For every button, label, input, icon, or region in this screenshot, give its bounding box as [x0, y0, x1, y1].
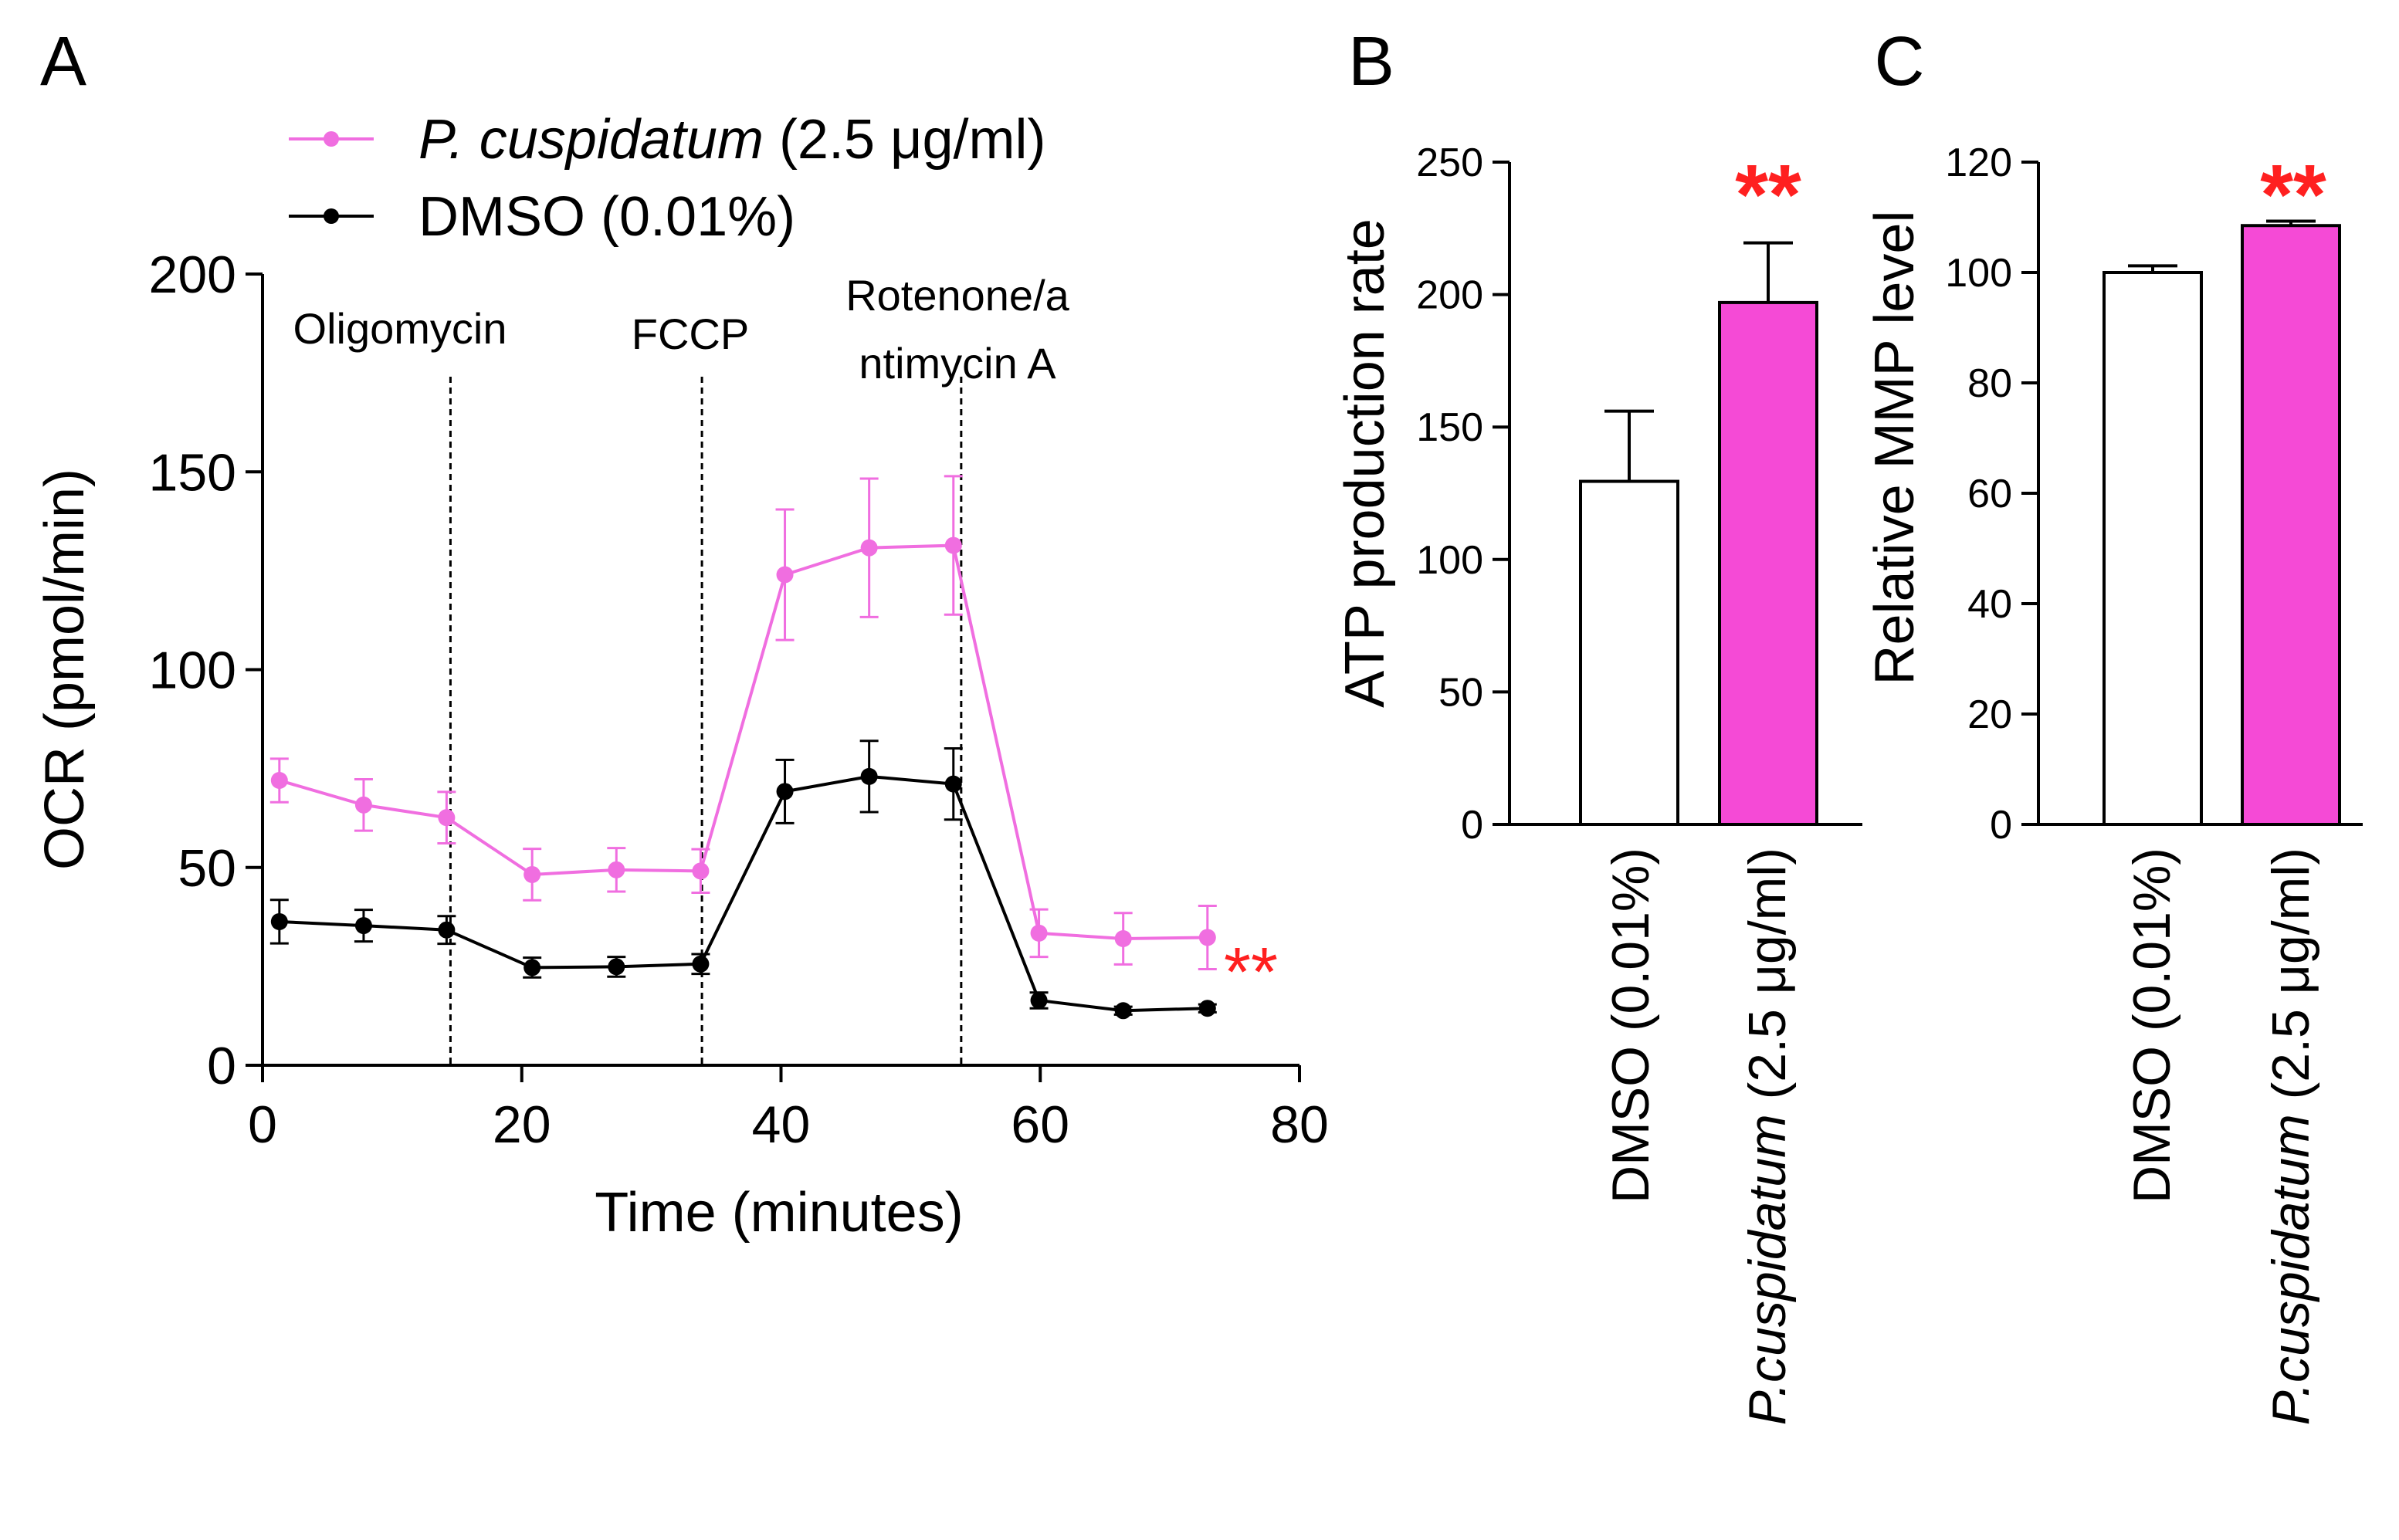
- rotenone-label-line2: ntimycin A: [859, 339, 1056, 388]
- category-label-pc-c: P.cuspidatum (2.5 μg/ml): [2262, 848, 2320, 1425]
- y-axis-title-c: Relative MMP level: [1864, 211, 1926, 685]
- panel-c-bar-chart: 0 20 40 60 80 100 120 ** Relative MMP level DM…: [1864, 140, 2363, 1425]
- data-point-dmso: [608, 958, 625, 976]
- y-tick-label-a: 150: [149, 443, 236, 502]
- data-point-dmso: [524, 959, 541, 976]
- data-point-pc: [438, 809, 456, 827]
- bar-pc: [1718, 300, 1818, 826]
- x-tick-label-a: 20: [493, 1095, 551, 1154]
- panel-label-a: A: [40, 23, 86, 100]
- y-tick-label: 0: [1990, 803, 2012, 848]
- y-tick-label: 200: [1416, 273, 1483, 318]
- bar-dmso: [2103, 271, 2203, 826]
- data-point-pc: [1114, 930, 1132, 947]
- bars-c: [2103, 219, 2341, 827]
- bar-pc: [2241, 224, 2341, 827]
- significance-stars-b: **: [1735, 147, 1801, 242]
- y-ticks-b: 0 50 100 150 200 250: [1416, 140, 1510, 848]
- data-point-dmso: [1030, 991, 1048, 1009]
- panel-b-bar-chart: 0 50 100 150 200 250 ** ATP production rate D…: [1334, 140, 1862, 1425]
- data-point-pc: [1198, 929, 1216, 946]
- data-point-pc: [608, 861, 625, 878]
- y-axis-title-a: OCR (pmol/min): [34, 469, 96, 870]
- significance-stars-c: **: [2260, 147, 2326, 242]
- data-point-pc: [270, 772, 288, 789]
- x-tick-label-a: 80: [1270, 1095, 1329, 1154]
- legend: P. cuspidatum (2.5 μg/ml) DMSO (0.01%): [289, 109, 1046, 248]
- data-point-dmso: [692, 955, 710, 973]
- x-tick-label-a: 60: [1011, 1095, 1069, 1154]
- data-point-dmso: [438, 921, 456, 939]
- y-tick-label: 50: [1438, 670, 1483, 715]
- fccp-label: FCCP: [632, 310, 749, 358]
- legend-label-dmso: DMSO (0.01%): [418, 186, 795, 248]
- series-line-dmso: [279, 774, 1208, 1013]
- y-tick-label: 20: [1967, 692, 2012, 737]
- data-point-pc: [776, 566, 794, 584]
- data-point-dmso: [776, 783, 794, 800]
- series-dmso: [269, 740, 1217, 1020]
- x-ticks-a: 0 20 40 60 80: [248, 1065, 1329, 1154]
- y-tick-label-a: 100: [149, 641, 236, 700]
- data-point-pc: [1030, 924, 1048, 942]
- y-ticks-a: 0 50 100 150 200: [149, 245, 263, 1095]
- oligomycin-label: Oligomycin: [293, 304, 507, 353]
- category-label-dmso-c: DMSO (0.01%): [2123, 848, 2181, 1203]
- data-point-dmso: [944, 775, 962, 793]
- y-tick-label: 80: [1967, 361, 2012, 406]
- x-tick-label-a: 0: [248, 1095, 277, 1154]
- panel-label-b: B: [1348, 23, 1394, 100]
- y-tick-label: 40: [1967, 582, 2012, 627]
- series-line-pc: [279, 543, 1208, 941]
- bar-dmso: [1579, 479, 1679, 827]
- legend-marker-dmso: [324, 208, 339, 224]
- series-pc: [269, 475, 1217, 970]
- data-point-dmso: [1114, 1002, 1132, 1020]
- y-tick-label: 120: [1945, 140, 2012, 185]
- y-tick-label-a: 50: [178, 839, 236, 898]
- x-tick-label-a: 40: [752, 1095, 811, 1154]
- data-point-dmso: [354, 917, 372, 935]
- data-point-dmso: [860, 767, 878, 785]
- data-point-pc: [692, 862, 710, 880]
- category-label-pc-b: P.cuspidatum (2.5 μg/ml): [1738, 848, 1797, 1425]
- y-tick-label-a: 0: [207, 1037, 236, 1095]
- series-a: [269, 475, 1217, 1020]
- y-tick-label-a: 200: [149, 245, 236, 304]
- category-label-dmso-b: DMSO (0.01%): [1601, 848, 1660, 1203]
- data-point-pc: [860, 539, 878, 557]
- y-axis-title-b: ATP production rate: [1334, 218, 1396, 708]
- significance-stars-a: **: [1224, 934, 1278, 1011]
- y-tick-label: 60: [1967, 472, 2012, 516]
- panel-a-line-chart: P. cuspidatum (2.5 μg/ml) DMSO (0.01%) 0…: [34, 109, 1329, 1244]
- y-ticks-c: 0 20 40 60 80 100 120: [1945, 140, 2038, 848]
- y-tick-label: 0: [1461, 803, 1483, 848]
- y-tick-label: 250: [1416, 140, 1483, 185]
- rotenone-label-line1: Rotenone/a: [845, 271, 1069, 320]
- legend-marker-pc: [324, 131, 339, 147]
- data-point-pc: [524, 865, 541, 883]
- x-axis-title-a: Time (minutes): [595, 1182, 963, 1244]
- panel-label-c: C: [1875, 23, 1925, 100]
- y-tick-label: 100: [1416, 538, 1483, 583]
- legend-label-pc: P. cuspidatum (2.5 μg/ml): [418, 109, 1046, 171]
- bars-b: [1579, 241, 1818, 827]
- data-point-dmso: [1198, 1000, 1216, 1017]
- y-tick-label: 150: [1416, 405, 1483, 450]
- data-point-pc: [944, 536, 962, 554]
- y-tick-label: 100: [1945, 251, 2012, 296]
- data-point-dmso: [270, 912, 288, 930]
- injection-markers: Oligomycin FCCP Rotenone/a ntimycin A: [293, 271, 1070, 1065]
- data-point-pc: [354, 796, 372, 814]
